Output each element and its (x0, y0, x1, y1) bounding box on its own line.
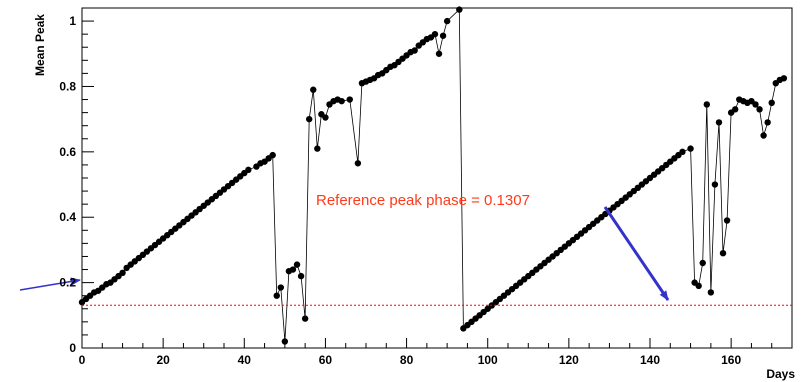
data-point (699, 259, 706, 267)
data-point (269, 151, 276, 159)
data-point (760, 132, 767, 139)
data-point (277, 284, 284, 291)
data-point (711, 181, 719, 188)
data-point (310, 86, 317, 93)
data-point (435, 50, 443, 57)
x-tick-label: 100 (478, 353, 498, 367)
series-line (81, 8, 785, 342)
data-point (780, 75, 788, 82)
y-tick-label: 0.8 (59, 79, 76, 93)
data-point (723, 217, 731, 224)
data-point (354, 160, 362, 167)
data-point (245, 166, 252, 174)
annotation-text: Reference peak phase = 0.1307 (316, 192, 530, 209)
data-point (703, 101, 710, 108)
x-tick-label: 20 (156, 353, 170, 367)
data-point (346, 96, 353, 103)
data-point (306, 115, 313, 123)
data-point (338, 97, 345, 105)
y-tick-label: 1 (69, 14, 76, 28)
x-tick-label: 160 (721, 353, 741, 367)
data-point (301, 315, 309, 322)
data-point (752, 101, 759, 108)
data-point (281, 338, 289, 345)
data-point (695, 282, 702, 290)
data-point (719, 249, 727, 257)
data-point (314, 145, 321, 152)
data-point (431, 30, 439, 38)
x-axis: 0 20 40 60 80 100 120 140 160 (79, 338, 793, 367)
x-axis-title: Days (766, 367, 795, 381)
x-tick-label: 60 (319, 353, 333, 367)
x-tick-label: 80 (400, 353, 414, 367)
x-tick-label: 120 (559, 353, 579, 367)
data-point (715, 119, 723, 126)
y-axis-title: Mean Peak (33, 14, 47, 76)
data-point (756, 106, 763, 113)
y-tick-label: 0.4 (59, 210, 76, 224)
data-point (297, 272, 305, 280)
data-point (679, 148, 686, 156)
y-tick-label: 0 (69, 341, 76, 355)
data-point (322, 114, 329, 121)
data-point (687, 145, 694, 152)
data-point (273, 292, 280, 299)
x-tick-label: 40 (238, 353, 252, 367)
data-point (289, 266, 297, 273)
data-point (411, 47, 418, 54)
data-point (443, 17, 451, 25)
data-point (768, 99, 775, 107)
data-point (439, 32, 447, 39)
data-point (732, 106, 739, 113)
y-tick-label: 0.6 (59, 145, 76, 159)
data-point (707, 289, 715, 296)
plot-frame (81, 7, 793, 349)
x-tick-label: 0 (79, 353, 86, 367)
reference-arrow-left (19, 277, 81, 291)
series-layer (78, 6, 788, 345)
y-axis: 0 0.2 0.4 0.6 0.8 1 (59, 7, 94, 355)
annotation-arrow (603, 206, 670, 301)
x-tick-label: 140 (640, 353, 660, 367)
data-point (456, 6, 463, 13)
data-point (293, 261, 301, 268)
data-point (119, 269, 126, 277)
data-point (764, 119, 771, 126)
y-tick-label: 0.2 (59, 276, 76, 290)
